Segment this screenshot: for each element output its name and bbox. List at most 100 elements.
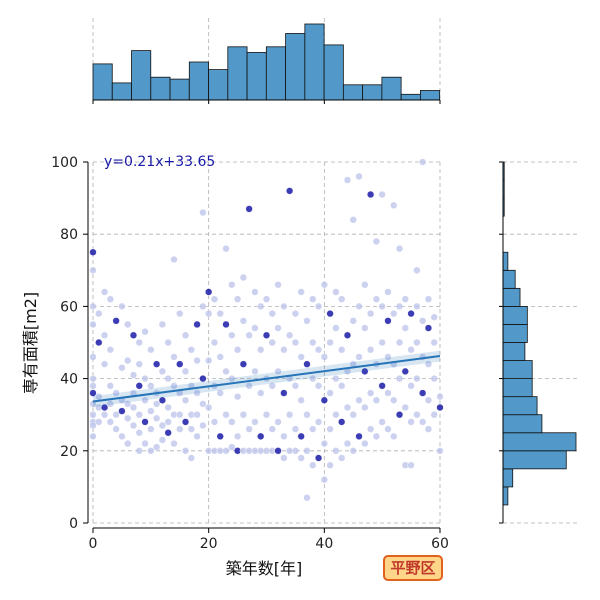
right-hist-bar [502,251,509,271]
data-point [274,447,282,455]
top-hist-bar [150,76,171,101]
data-point [326,310,334,318]
data-point [303,317,311,325]
data-point [239,411,247,419]
data-point [153,443,161,451]
data-point [129,331,138,339]
data-point [112,389,120,397]
right-hist-bar [502,432,577,452]
data-point [135,338,143,347]
data-point [193,356,201,365]
data-point [95,418,103,426]
data-point [320,439,328,448]
data-point [361,403,369,412]
data-point [95,338,103,347]
data-point [280,302,288,311]
data-point [407,461,415,469]
data-point [430,313,438,321]
data-point [314,454,323,462]
data-point [228,331,236,339]
right-hist-bar [502,342,526,361]
data-point [390,201,398,209]
data-point [158,436,167,444]
x-tick-label: 20 [200,536,218,552]
regression-annotation: y=0.21x+33.65 [104,154,215,170]
data-point [384,317,392,325]
data-point [181,396,190,404]
data-point [112,411,120,419]
data-point [297,454,305,462]
data-point [141,418,149,426]
data-point [153,400,161,408]
data-point [89,389,97,397]
data-point [199,421,207,430]
data-point [181,418,190,426]
y-tick-label: 0 [69,516,78,532]
data-point [355,302,363,311]
data-point [286,187,294,195]
data-point [297,353,305,361]
data-point [320,353,328,361]
y-tick-label: 60 [60,299,78,315]
data-point [395,338,404,347]
data-point [141,328,149,336]
data-point [424,396,433,404]
data-point [395,245,404,253]
x-axis-label: 築年数[年] [226,559,303,578]
data-point [187,425,195,433]
data-point [176,360,184,368]
data-point [89,302,97,311]
scatter-plot: 0 20 40 60 0 20 40 60 80 100 [51,155,449,552]
data-point [233,393,242,401]
data-point [274,367,282,375]
data-point [384,389,392,397]
data-point [251,288,259,296]
data-point [233,432,242,440]
data-point [384,425,392,433]
data-point [222,245,230,253]
data-point [291,338,300,347]
data-point [413,411,421,419]
data-point [222,320,230,329]
data-point [309,375,317,383]
top-hist-bar [304,23,325,101]
data-point [297,432,305,440]
data-point [303,447,311,455]
region-badge: 平野区 [383,555,443,581]
right-hist-bar [502,486,509,506]
data-point [222,367,230,375]
data-point [419,158,427,166]
data-point [274,418,282,426]
y-tick-label: 20 [60,444,78,460]
data-point [309,338,317,347]
y-axis-label: 専有面積[m2] [21,292,40,394]
data-point [419,418,427,426]
data-point [106,295,114,303]
data-point [378,302,386,311]
data-point [89,320,97,329]
data-point [170,439,178,448]
data-point [245,331,253,339]
data-point [124,414,132,422]
top-hist-bar [111,82,132,101]
data-point [176,310,184,318]
right-histogram [499,161,580,524]
top-hist-bar [323,44,344,101]
top-hist-bar [169,78,190,101]
right-hist-bar [502,360,533,379]
data-point [367,310,375,318]
data-point [367,190,375,199]
data-point [153,414,161,422]
data-point [367,425,375,433]
right-hist-bar [502,396,538,416]
data-point [303,494,311,502]
data-point [297,288,305,296]
data-point [332,375,340,383]
data-point [199,375,207,383]
data-point [106,346,114,354]
data-point [158,320,167,329]
data-point [106,418,114,426]
data-point [129,371,138,379]
data-point [205,288,213,296]
